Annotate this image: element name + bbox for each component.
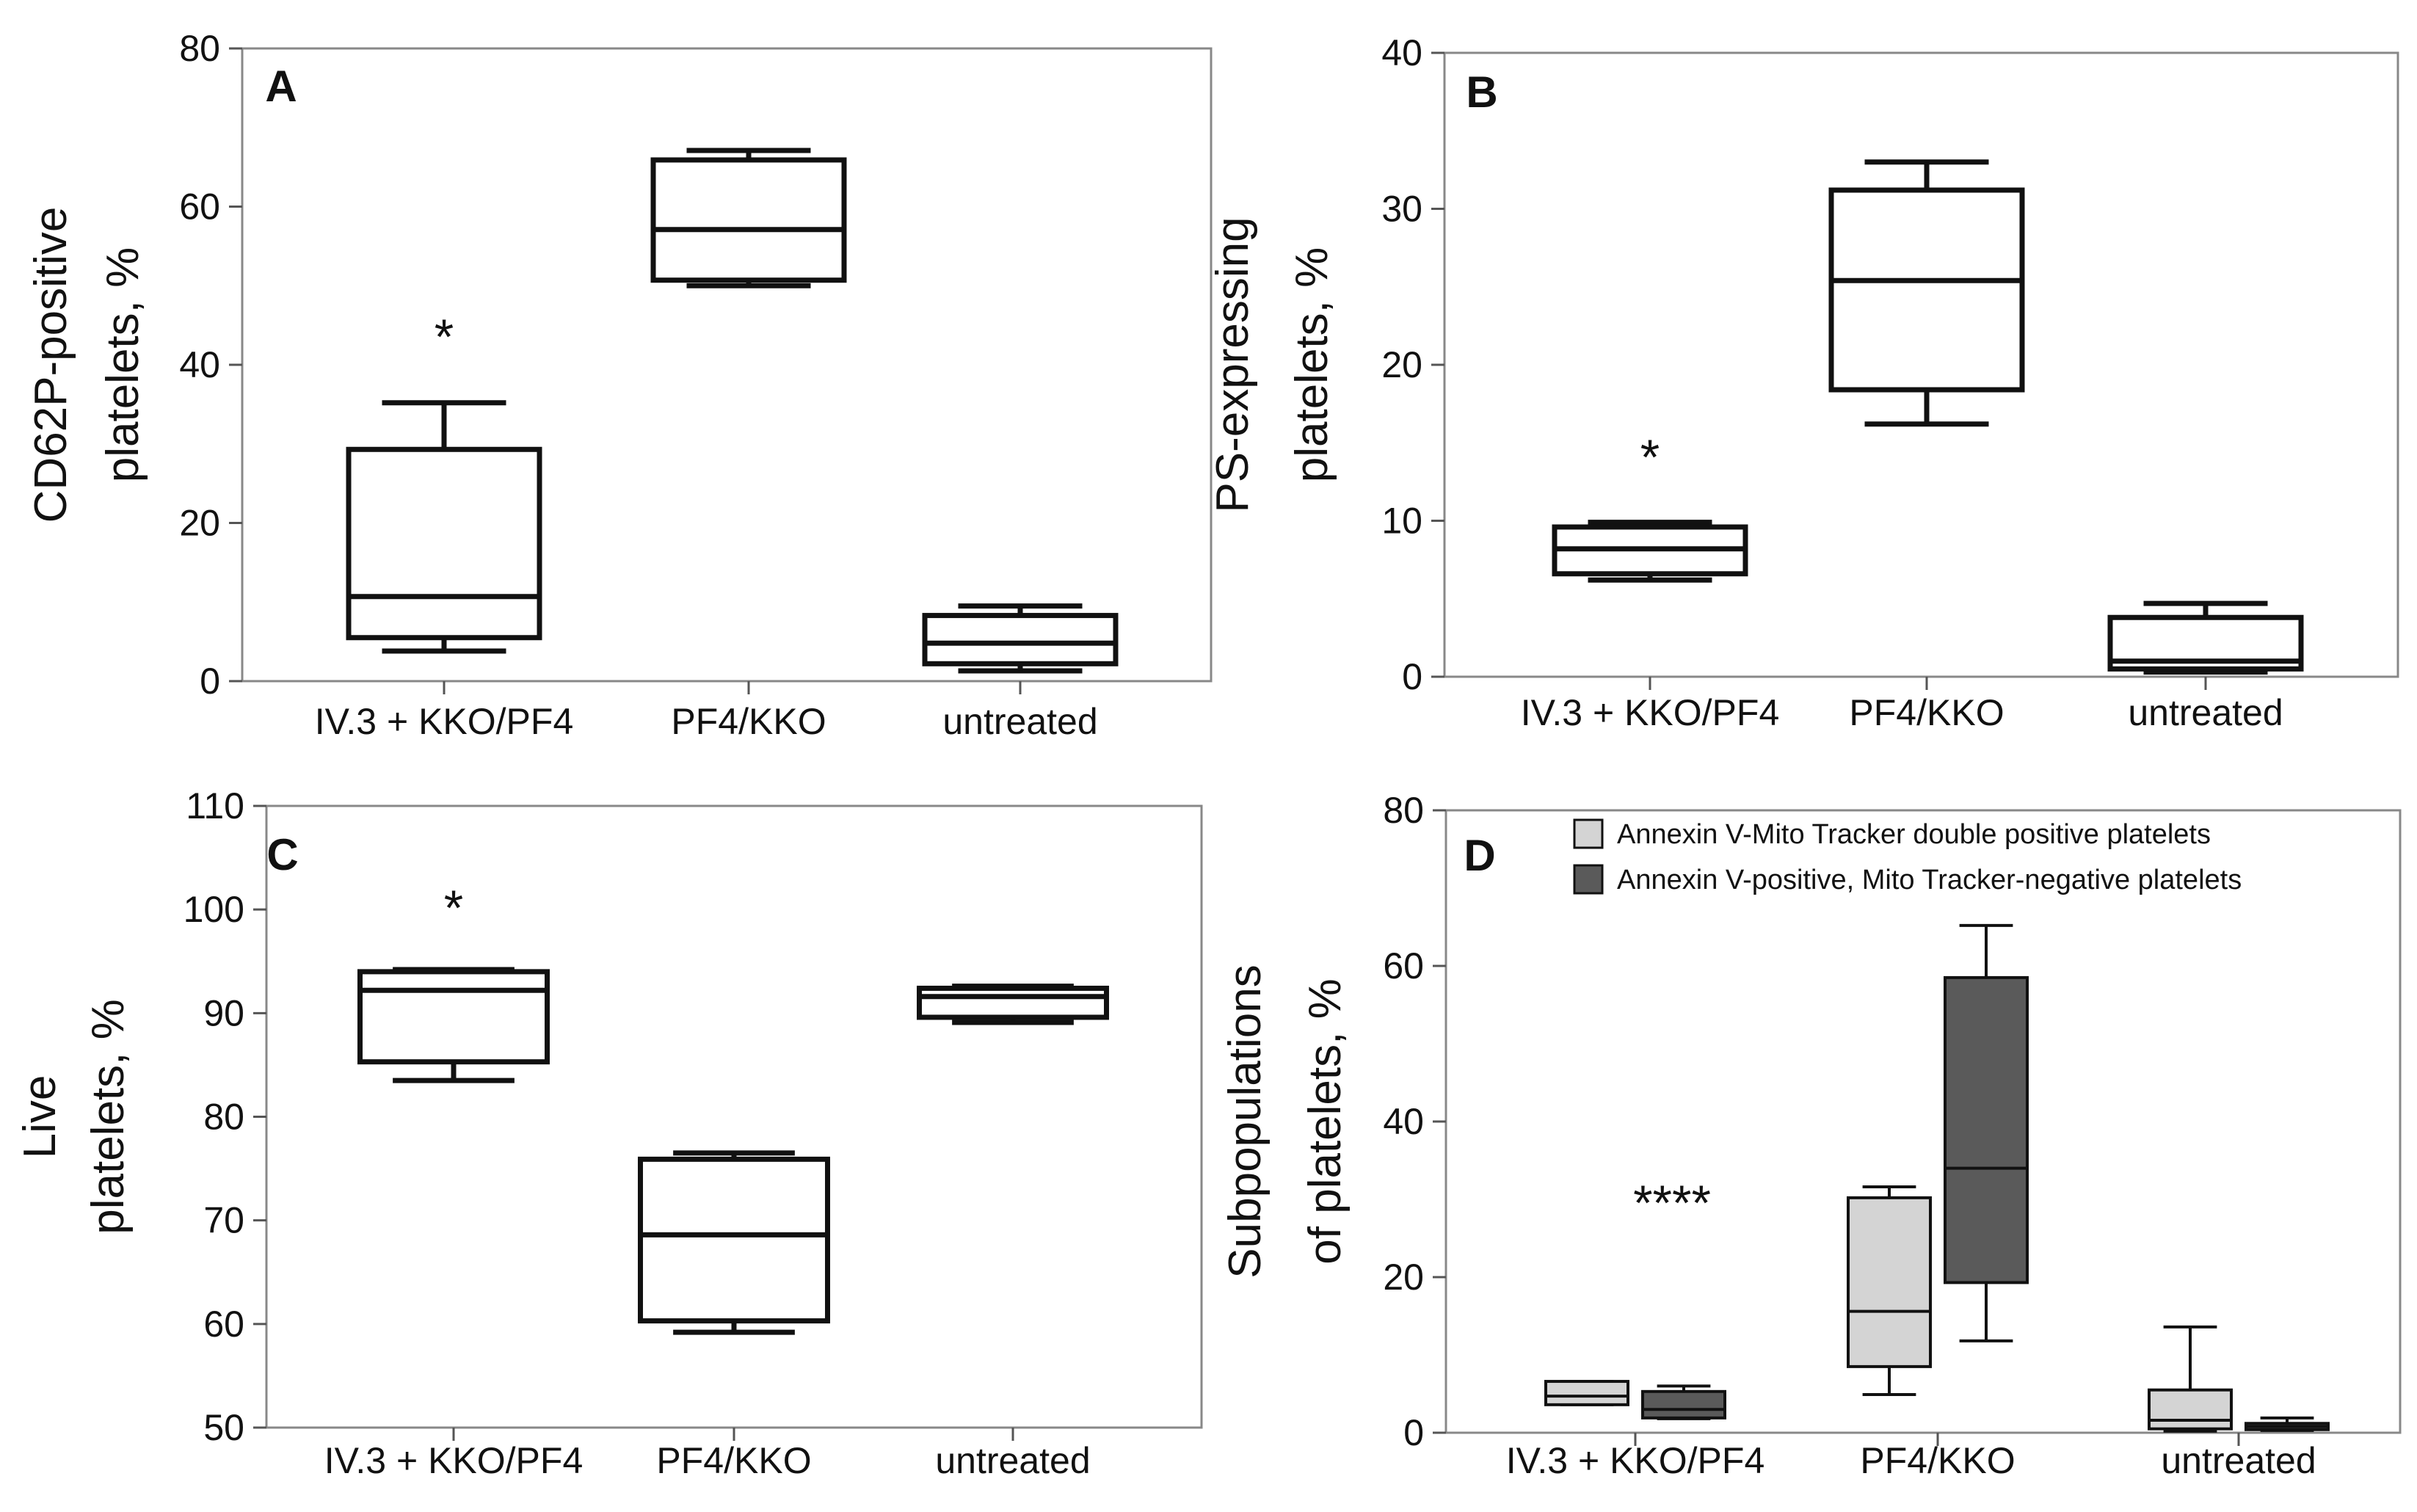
box-plot bbox=[650, 148, 847, 288]
y-tick-label: 80 bbox=[203, 1097, 244, 1138]
panel-label: B bbox=[1466, 68, 1497, 117]
chart-panel-c: 50 60 70 80 90 100 110 IV.3 + KKO/PF4 PF4/KKO unt… bbox=[15, 785, 1203, 1481]
box-iqr bbox=[2148, 1388, 2233, 1431]
x-tick-label: IV.3 + KKO/PF4 bbox=[324, 1440, 584, 1481]
box-iqr bbox=[357, 969, 550, 1065]
legend-swatch bbox=[1573, 864, 1604, 895]
box-plot bbox=[2148, 1325, 2233, 1433]
x-tick-label: PF4/KKO bbox=[1849, 692, 2004, 733]
panel-label: A bbox=[265, 62, 297, 111]
y-tick-label: 60 bbox=[179, 186, 220, 228]
significance-marker: * bbox=[444, 880, 463, 936]
box-plot bbox=[917, 984, 1109, 1025]
box-plot bbox=[2107, 600, 2304, 675]
y-axis-label: Subpopulations bbox=[1220, 964, 1271, 1278]
panel-label: D bbox=[1464, 831, 1495, 880]
y-tick-label: 20 bbox=[1383, 1257, 1424, 1298]
y-tick-label: 80 bbox=[179, 28, 220, 69]
y-axis-label: of platelets, % bbox=[1300, 978, 1351, 1264]
significance-marker: **** bbox=[1633, 1175, 1711, 1231]
y-axis-label: CD62P-positive bbox=[26, 207, 76, 523]
box-iqr bbox=[638, 1156, 830, 1324]
y-tick-label: 70 bbox=[203, 1200, 244, 1241]
box-iqr bbox=[917, 985, 1109, 1020]
x-tick-label: IV.3 + KKO/PF4 bbox=[1521, 692, 1780, 733]
box-iqr bbox=[1544, 1380, 1629, 1406]
box-iqr bbox=[1828, 187, 2025, 393]
y-tick-label: 0 bbox=[1403, 1412, 1424, 1453]
y-axis-label: platelets, % bbox=[83, 999, 134, 1235]
y-axis-label: platelets, % bbox=[98, 247, 148, 483]
panel-label: C bbox=[266, 830, 298, 879]
y-tick-label: 10 bbox=[1381, 501, 1422, 542]
chart-panel-a: 0 20 40 60 80 IV.3 + KKO/PF4 PF4/KKO untreated C… bbox=[26, 28, 1213, 742]
y-tick-label: 20 bbox=[179, 503, 220, 544]
y-axis-label: platelets, % bbox=[1287, 247, 1337, 483]
chart-panel-d: 0 20 40 60 80 IV.3 + KKO/PF4 PF4/KKO untreated S… bbox=[1220, 790, 2402, 1481]
x-tick-label: IV.3 + KKO/PF4 bbox=[315, 701, 574, 742]
chart-panel-b: 0 10 20 30 40 IV.3 + KKO/PF4 PF4/KKO untreated P… bbox=[1207, 32, 2399, 733]
y-tick-label: 80 bbox=[1383, 790, 1424, 831]
box-plot bbox=[1828, 159, 2025, 427]
y-tick-label: 0 bbox=[200, 661, 220, 702]
y-tick-label: 60 bbox=[203, 1304, 244, 1345]
legend-label: Annexin V-positive, Mito Tracker-negativ… bbox=[1617, 865, 2242, 895]
y-tick-label: 40 bbox=[179, 344, 220, 385]
legend-swatch bbox=[1573, 818, 1604, 849]
y-tick-label: 0 bbox=[1402, 656, 1422, 697]
x-tick-label: untreated bbox=[935, 1440, 1090, 1481]
box-plot bbox=[2245, 1416, 2330, 1432]
y-tick-label: 90 bbox=[203, 992, 244, 1033]
box-plot bbox=[1641, 1384, 1726, 1420]
y-tick-label: 50 bbox=[203, 1407, 244, 1448]
y-tick-label: 60 bbox=[1383, 945, 1424, 986]
box-iqr bbox=[1641, 1389, 1726, 1420]
y-tick-label: 20 bbox=[1381, 344, 1422, 385]
x-tick-label: PF4/KKO bbox=[656, 1440, 811, 1481]
x-tick-label: PF4/KKO bbox=[671, 701, 826, 742]
legend-label: Annexin V-Mito Tracker double positive p… bbox=[1617, 819, 2211, 850]
significance-marker: * bbox=[1640, 429, 1660, 485]
box-iqr bbox=[346, 446, 542, 641]
box-plot bbox=[1544, 1380, 1629, 1406]
significance-marker: * bbox=[435, 309, 454, 365]
box-plot bbox=[346, 400, 542, 654]
box-iqr bbox=[922, 613, 1119, 666]
y-axis-label: PS-expressing bbox=[1207, 217, 1258, 512]
box-iqr bbox=[1944, 975, 2029, 1284]
box-plot bbox=[638, 1150, 830, 1335]
x-tick-label: untreated bbox=[2161, 1440, 2316, 1481]
x-tick-label: IV.3 + KKO/PF4 bbox=[1506, 1440, 1765, 1481]
box-plot bbox=[1847, 1185, 1932, 1397]
x-tick-label: PF4/KKO bbox=[1860, 1440, 2015, 1481]
box-plot bbox=[1552, 520, 1748, 583]
y-tick-label: 110 bbox=[186, 785, 244, 826]
x-tick-label: untreated bbox=[942, 701, 1097, 742]
y-tick-label: 30 bbox=[1381, 189, 1422, 230]
box-plot bbox=[357, 967, 550, 1083]
box-plot bbox=[922, 603, 1119, 674]
x-tick-label: untreated bbox=[2128, 692, 2283, 733]
y-tick-label: 40 bbox=[1381, 32, 1422, 73]
y-axis-label: Live bbox=[15, 1075, 65, 1159]
box-plot bbox=[1944, 923, 2029, 1342]
box-iqr bbox=[650, 157, 847, 283]
y-tick-label: 100 bbox=[183, 889, 244, 930]
y-tick-label: 40 bbox=[1383, 1101, 1424, 1142]
box-iqr bbox=[1847, 1196, 1932, 1368]
